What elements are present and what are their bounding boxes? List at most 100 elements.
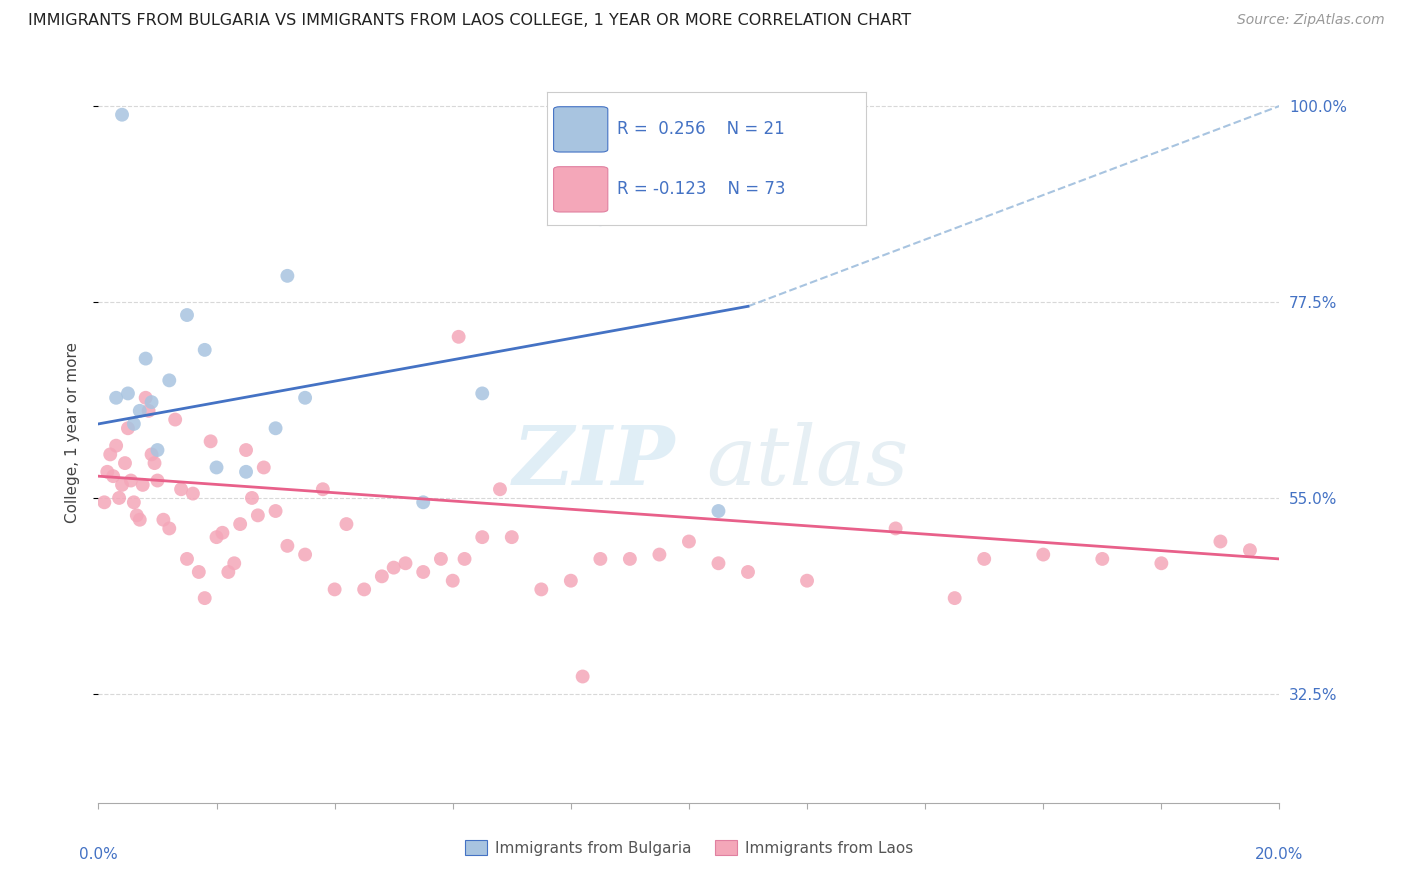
Text: ZIP: ZIP bbox=[513, 422, 676, 502]
Point bbox=[501, 530, 523, 544]
Point bbox=[108, 491, 131, 505]
Point bbox=[170, 482, 193, 496]
Point bbox=[98, 447, 121, 461]
Point bbox=[973, 552, 995, 566]
Point bbox=[294, 391, 316, 405]
Point bbox=[132, 478, 155, 492]
Point bbox=[176, 552, 198, 566]
Point bbox=[114, 456, 136, 470]
Point bbox=[323, 582, 346, 597]
Point bbox=[138, 404, 160, 418]
Point bbox=[678, 534, 700, 549]
Point bbox=[157, 521, 180, 535]
Point bbox=[560, 574, 582, 588]
Point bbox=[471, 386, 494, 401]
Point bbox=[211, 525, 233, 540]
Point bbox=[571, 669, 593, 683]
Point bbox=[276, 539, 298, 553]
Point bbox=[353, 582, 375, 597]
Point bbox=[276, 268, 298, 283]
Point bbox=[737, 190, 759, 204]
Point bbox=[122, 417, 145, 431]
Point bbox=[165, 412, 187, 426]
Point bbox=[143, 456, 166, 470]
Point bbox=[1032, 548, 1054, 562]
Point bbox=[707, 556, 730, 570]
Text: 0.0%: 0.0% bbox=[79, 847, 118, 863]
Point bbox=[246, 508, 269, 523]
Point bbox=[335, 517, 357, 532]
Point bbox=[96, 465, 118, 479]
Point bbox=[1239, 543, 1261, 558]
Point bbox=[229, 517, 252, 532]
Point bbox=[619, 552, 641, 566]
Point bbox=[128, 404, 150, 418]
Text: Source: ZipAtlas.com: Source: ZipAtlas.com bbox=[1237, 13, 1385, 28]
Point bbox=[224, 556, 246, 570]
Point bbox=[430, 552, 453, 566]
Point bbox=[105, 391, 128, 405]
Point bbox=[146, 474, 169, 488]
Point bbox=[253, 460, 276, 475]
Point bbox=[589, 552, 612, 566]
Y-axis label: College, 1 year or more: College, 1 year or more bbox=[65, 343, 80, 523]
Point bbox=[135, 391, 157, 405]
Point bbox=[111, 108, 134, 122]
Point bbox=[105, 439, 128, 453]
Point bbox=[235, 465, 257, 479]
Point bbox=[176, 308, 198, 322]
Point bbox=[264, 421, 287, 435]
Point bbox=[1209, 534, 1232, 549]
Point bbox=[1091, 552, 1114, 566]
Point bbox=[264, 504, 287, 518]
Point bbox=[412, 495, 434, 509]
Point bbox=[394, 556, 416, 570]
Point bbox=[648, 548, 671, 562]
Point bbox=[111, 478, 134, 492]
Point bbox=[128, 513, 150, 527]
Point bbox=[205, 460, 228, 475]
Point bbox=[447, 330, 470, 344]
Point bbox=[294, 548, 316, 562]
Text: IMMIGRANTS FROM BULGARIA VS IMMIGRANTS FROM LAOS COLLEGE, 1 YEAR OR MORE CORRELA: IMMIGRANTS FROM BULGARIA VS IMMIGRANTS F… bbox=[28, 13, 911, 29]
Point bbox=[181, 486, 204, 500]
Point bbox=[312, 482, 335, 496]
Point bbox=[141, 447, 163, 461]
Point bbox=[453, 552, 475, 566]
Point bbox=[489, 482, 512, 496]
Point bbox=[122, 495, 145, 509]
Point bbox=[412, 565, 434, 579]
Point bbox=[117, 386, 139, 401]
Point bbox=[187, 565, 209, 579]
Point bbox=[1150, 556, 1173, 570]
Point bbox=[125, 508, 148, 523]
Point bbox=[217, 565, 239, 579]
Point bbox=[117, 421, 139, 435]
Point bbox=[371, 569, 394, 583]
Point bbox=[707, 504, 730, 518]
Point bbox=[141, 395, 163, 409]
Point bbox=[205, 530, 228, 544]
Point bbox=[200, 434, 222, 449]
Point bbox=[103, 469, 125, 483]
Point bbox=[194, 591, 217, 606]
Point bbox=[589, 212, 612, 227]
Point bbox=[146, 443, 169, 458]
Point bbox=[943, 591, 966, 606]
Point bbox=[240, 491, 263, 505]
Point bbox=[737, 565, 759, 579]
Point bbox=[382, 560, 405, 574]
Point bbox=[120, 474, 142, 488]
Point bbox=[135, 351, 157, 366]
Point bbox=[884, 521, 907, 535]
Point bbox=[157, 373, 180, 387]
Text: 20.0%: 20.0% bbox=[1256, 847, 1303, 863]
Text: atlas: atlas bbox=[706, 422, 908, 502]
Point bbox=[194, 343, 217, 357]
Point bbox=[93, 495, 115, 509]
Point bbox=[235, 443, 257, 458]
Legend: Immigrants from Bulgaria, Immigrants from Laos: Immigrants from Bulgaria, Immigrants fro… bbox=[458, 834, 920, 862]
Point bbox=[530, 582, 553, 597]
Point bbox=[152, 513, 174, 527]
Point bbox=[471, 530, 494, 544]
